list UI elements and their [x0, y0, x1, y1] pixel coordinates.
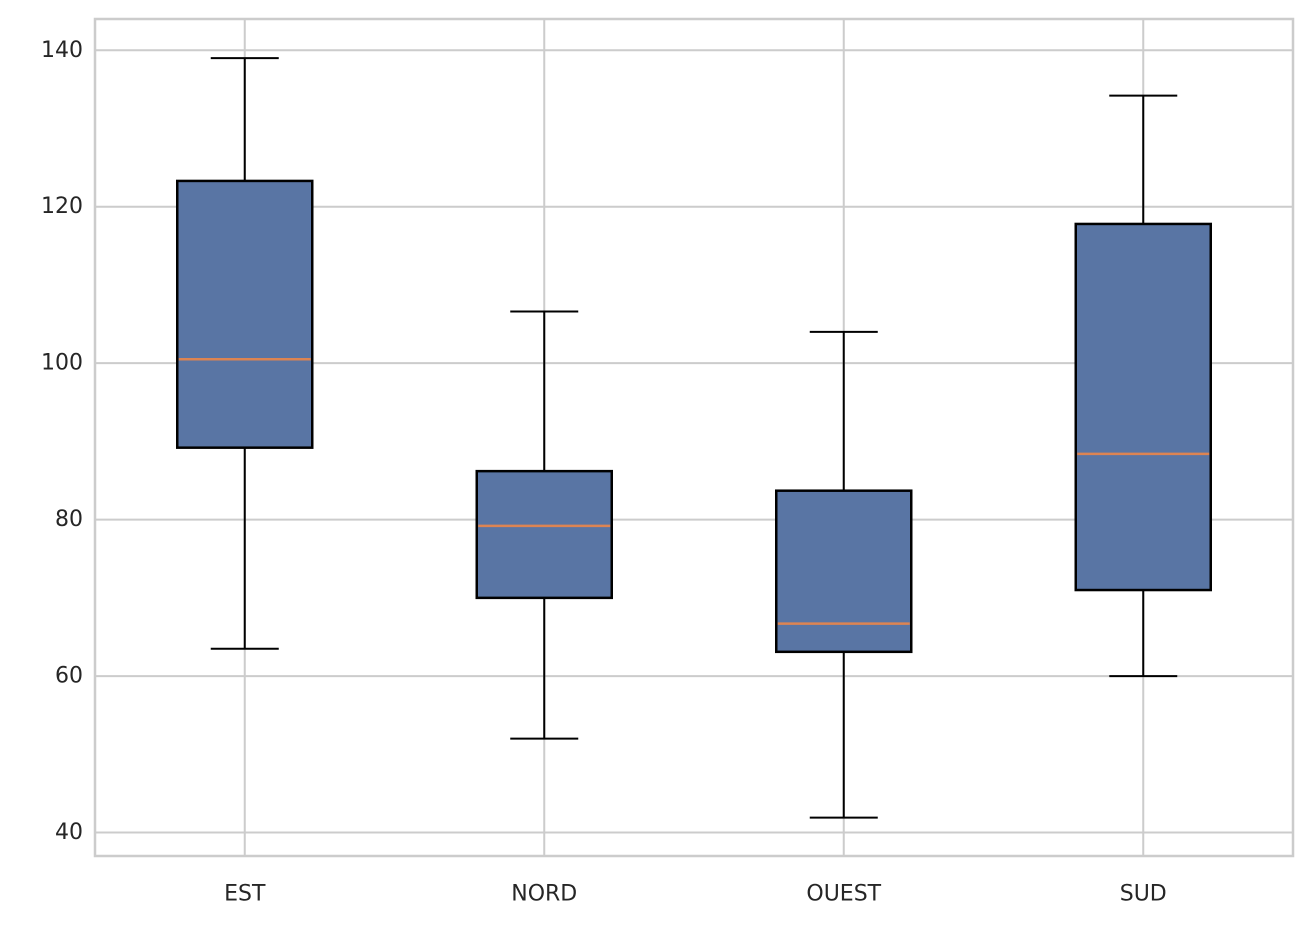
box-iqr	[1074, 222, 1212, 592]
box-group	[475, 310, 613, 740]
y-tick-label: 60	[55, 664, 83, 689]
box-iqr	[176, 179, 314, 449]
y-tick-label: 100	[41, 351, 83, 376]
y-tick-label: 140	[41, 38, 83, 63]
box-group	[775, 330, 913, 819]
x-tick-label: OUEST	[806, 882, 881, 907]
x-tick-label: NORD	[511, 882, 577, 907]
box-layer	[176, 57, 1212, 819]
box-iqr	[475, 469, 613, 600]
tick-label-layer: 40 60 80 100 120 140 EST NORD OUEST SUD	[41, 38, 1167, 907]
axes-border	[93, 17, 1295, 858]
y-tick-label: 40	[55, 820, 83, 845]
box-iqr	[775, 489, 913, 654]
y-tick-label: 120	[41, 194, 83, 219]
x-tick-label: SUD	[1120, 882, 1167, 907]
x-tick-label: EST	[224, 882, 266, 907]
box-group	[176, 57, 314, 650]
y-tick-label: 80	[55, 507, 83, 532]
box-group	[1074, 94, 1212, 678]
axes-frame	[93, 17, 1295, 858]
